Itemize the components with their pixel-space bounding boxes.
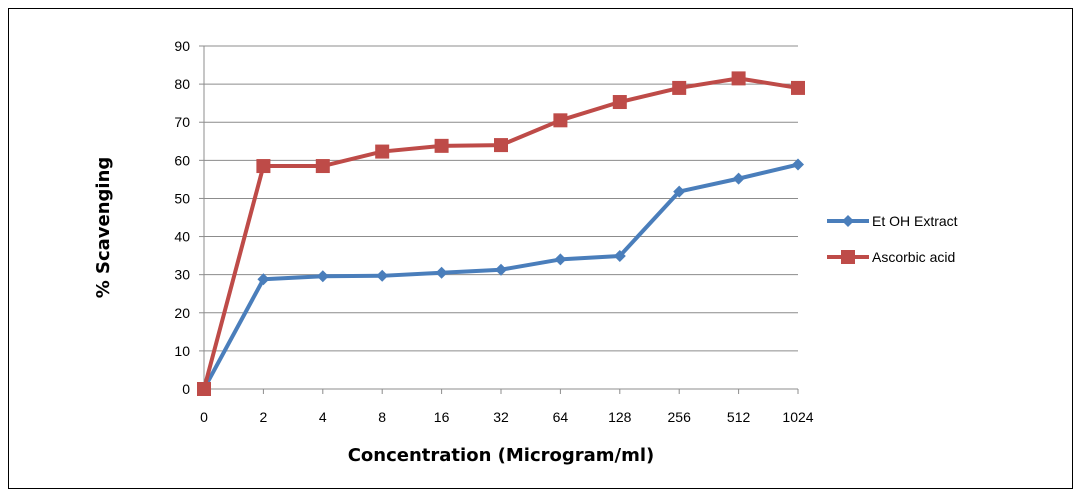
data-point-diamond (554, 253, 566, 265)
data-point-square (672, 81, 686, 95)
x-tick-label: 64 (553, 409, 569, 425)
data-point-diamond (842, 215, 854, 227)
x-tick-label: 16 (434, 409, 450, 425)
data-point-diamond (317, 270, 329, 282)
chart: 0 10 20 30 40 50 60 70 80 90 0 2 4 8 16 32 64 128 256 512 1… (9, 9, 1072, 488)
data-point-diamond (733, 173, 745, 185)
y-tick-label: 40 (174, 229, 190, 245)
data-point-square (435, 139, 449, 153)
x-tick-label: 512 (727, 409, 751, 425)
x-tick-label: 2 (260, 409, 268, 425)
axes (199, 46, 798, 394)
data-point-square (791, 81, 805, 95)
legend: Et OH Extract Ascorbic acid (827, 213, 958, 265)
data-point-square (256, 159, 270, 173)
x-tick-label: 256 (668, 409, 692, 425)
y-tick-label: 20 (174, 305, 190, 321)
series-et-oh-extract (198, 159, 804, 395)
x-tick-label: 32 (493, 409, 509, 425)
data-point-square (375, 145, 389, 159)
y-tick-label: 70 (174, 114, 190, 130)
y-tick-label: 90 (174, 38, 190, 54)
data-point-square (316, 159, 330, 173)
chart-frame: 0 10 20 30 40 50 60 70 80 90 0 2 4 8 16 32 64 128 256 512 1… (8, 8, 1073, 489)
data-point-square (841, 250, 855, 264)
y-tick-label: 80 (174, 76, 190, 92)
data-point-diamond (376, 270, 388, 282)
y-tick-label: 30 (174, 267, 190, 283)
data-point-diamond (436, 267, 448, 279)
x-axis-title: Concentration (Microgram/ml) (348, 445, 655, 466)
gridlines (204, 46, 798, 351)
data-point-diamond (495, 264, 507, 276)
series-layer (197, 71, 805, 396)
x-tick-label: 1024 (782, 409, 813, 425)
legend-label: Et OH Extract (872, 213, 958, 229)
legend-item: Et OH Extract (827, 213, 958, 229)
y-tick-label: 50 (174, 190, 190, 206)
x-tick-label: 4 (319, 409, 327, 425)
x-tick-labels: 0 2 4 8 16 32 64 128 256 512 1024 (200, 409, 814, 425)
y-tick-label: 10 (174, 343, 190, 359)
legend-item: Ascorbic acid (827, 249, 955, 265)
y-tick-label: 0 (182, 381, 190, 397)
series-line (204, 78, 798, 389)
data-point-square (553, 113, 567, 127)
data-point-square (494, 138, 508, 152)
y-tick-labels: 0 10 20 30 40 50 60 70 80 90 (174, 38, 190, 397)
data-point-square (197, 382, 211, 396)
data-point-square (732, 71, 746, 85)
legend-label: Ascorbic acid (872, 249, 955, 265)
x-tick-label: 128 (608, 409, 632, 425)
x-tick-label: 0 (200, 409, 208, 425)
series-ascorbic-acid (197, 71, 805, 396)
y-axis-title: % Scavenging (93, 157, 114, 299)
data-point-square (613, 95, 627, 109)
y-tick-label: 60 (174, 152, 190, 168)
x-tick-label: 8 (378, 409, 386, 425)
